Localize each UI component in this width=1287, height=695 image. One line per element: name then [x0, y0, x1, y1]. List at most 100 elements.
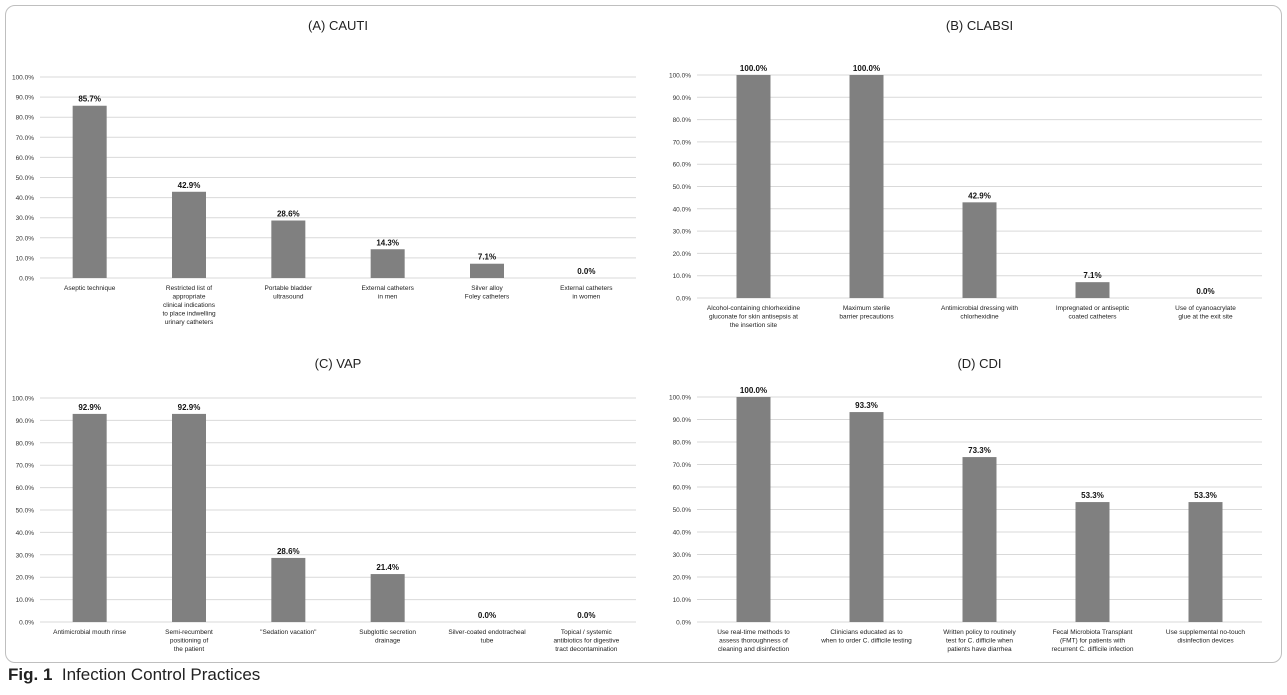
bar: [370, 574, 405, 622]
figure-caption: Fig. 1 Infection Control Practices: [8, 665, 260, 685]
x-category-label: Written policy to routinely test for C. d…: [943, 629, 1016, 653]
y-tick-label: 30.0%: [673, 552, 692, 559]
bar: [172, 413, 206, 622]
x-category-label: Clinicians educated as to when to order C…: [820, 629, 912, 645]
figure-caption-text: Infection Control Practices: [61, 665, 261, 684]
data-label: 42.9%: [178, 181, 201, 190]
data-label: 53.3%: [1081, 491, 1104, 500]
data-label: 53.3%: [1194, 491, 1217, 500]
y-tick-label: 10.0%: [673, 273, 692, 280]
bar: [849, 75, 884, 298]
y-tick-label: 90.0%: [673, 95, 692, 102]
figure-frame: [5, 5, 1282, 663]
y-tick-label: 20.0%: [673, 575, 692, 582]
data-label: 0.0%: [577, 611, 595, 620]
bar: [72, 105, 107, 278]
bar: [271, 557, 306, 622]
y-tick-label: 90.0%: [16, 95, 35, 102]
bar: [172, 191, 206, 278]
x-category-label: Silver alloy Foley catheters: [465, 285, 510, 301]
bar: [370, 249, 405, 278]
x-category-label: "Sedation vacation": [260, 629, 317, 636]
y-tick-label: 20.0%: [16, 235, 35, 242]
y-tick-label: 60.0%: [16, 155, 35, 162]
data-label: 21.4%: [376, 563, 399, 572]
x-category-label: Antimicrobial dressing with chlorhexidine: [941, 305, 1018, 321]
data-label: 42.9%: [968, 191, 991, 200]
y-tick-label: 40.0%: [16, 530, 35, 537]
data-label: 100.0%: [740, 64, 767, 73]
bar: [72, 413, 107, 622]
chart-title: (C) VAP: [315, 356, 362, 371]
data-label: 0.0%: [577, 267, 595, 276]
data-label: 85.7%: [78, 95, 101, 104]
x-category-label: Fecal Microbiota Transplant (FMT) for pat…: [1052, 629, 1134, 653]
y-tick-label: 40.0%: [16, 195, 35, 202]
y-tick-label: 50.0%: [16, 508, 35, 515]
y-tick-label: 40.0%: [673, 530, 692, 537]
bar: [1188, 502, 1223, 622]
y-tick-label: 70.0%: [673, 462, 692, 469]
x-category-label: Alcohol-containing chlorhexidine gluconat…: [707, 305, 801, 329]
data-label: 92.9%: [78, 403, 101, 412]
chart-panel-vap: (C) VAP 0.0% 10.0% 20.0% 30.0% 40.0% 50.0% 60.0…: [12, 356, 636, 653]
y-tick-label: 20.0%: [16, 575, 35, 582]
x-category-label: Portable bladder ultrasound: [264, 285, 313, 301]
y-tick-label: 70.0%: [673, 139, 692, 146]
chart-title: (D) CDI: [957, 356, 1001, 371]
y-tick-label: 70.0%: [16, 463, 35, 470]
y-tick-label: 10.0%: [16, 597, 35, 604]
data-label: 73.3%: [968, 446, 991, 455]
figure-caption-label: Fig. 1: [8, 665, 53, 684]
chart-panel-cdi: (D) CDI 0.0% 10.0% 20.0% 30.0% 40.0% 50.0% 60.0…: [669, 356, 1262, 653]
data-label: 100.0%: [853, 64, 880, 73]
y-tick-label: 100.0%: [669, 395, 691, 402]
data-label: 100.0%: [740, 386, 767, 395]
x-category-label: Semi-recumbent positioning of the patient: [165, 629, 213, 653]
bar: [962, 457, 997, 622]
y-tick-label: 0.0%: [19, 276, 34, 283]
data-label: 7.1%: [1083, 271, 1101, 280]
y-tick-label: 30.0%: [16, 552, 35, 559]
bar: [849, 412, 884, 622]
y-tick-label: 90.0%: [16, 418, 35, 425]
y-tick-label: 80.0%: [16, 115, 35, 122]
y-tick-label: 50.0%: [673, 184, 692, 191]
y-tick-label: 60.0%: [673, 485, 692, 492]
y-tick-label: 40.0%: [673, 206, 692, 213]
data-label: 28.6%: [277, 547, 300, 556]
y-tick-label: 50.0%: [16, 175, 35, 182]
chart-panel-clabsi: (B) CLABSI 0.0% 10.0% 20.0% 30.0% 40.0% 50.0% 6…: [669, 18, 1262, 329]
data-label: 93.3%: [855, 401, 878, 410]
x-category-label: Use supplemental no-touch disinfection de…: [1166, 629, 1246, 645]
y-tick-label: 70.0%: [16, 135, 35, 142]
y-tick-label: 30.0%: [16, 215, 35, 222]
y-tick-label: 100.0%: [669, 73, 691, 80]
x-category-label: Subglottic secretion drainage: [359, 629, 416, 645]
y-tick-label: 100.0%: [12, 396, 34, 403]
y-tick-label: 10.0%: [16, 255, 35, 262]
y-tick-label: 100.0%: [12, 75, 34, 82]
data-label: 28.6%: [277, 210, 300, 219]
bar: [1075, 282, 1110, 298]
x-category-label: Antimicrobial mouth rinse: [53, 629, 126, 636]
x-category-label: External catheters in men: [361, 285, 414, 301]
bar: [962, 202, 997, 298]
data-label: 14.3%: [376, 238, 399, 247]
y-tick-label: 0.0%: [676, 296, 691, 303]
y-tick-label: 50.0%: [673, 507, 692, 514]
x-category-label: Topical / systemic antibiotics for digest…: [553, 629, 619, 653]
x-category-label: Silver-coated endotracheal tube: [448, 629, 526, 645]
x-category-label: Impregnated or antiseptic coated catheter…: [1056, 305, 1130, 321]
bar: [470, 263, 504, 278]
data-label: 0.0%: [1196, 287, 1214, 296]
y-tick-label: 80.0%: [16, 440, 35, 447]
y-tick-label: 0.0%: [676, 620, 691, 627]
bar: [1075, 502, 1110, 622]
y-tick-label: 0.0%: [19, 620, 34, 627]
data-label: 92.9%: [178, 403, 201, 412]
y-tick-label: 80.0%: [673, 440, 692, 447]
y-tick-label: 20.0%: [673, 251, 692, 258]
x-category-label: Use of cyanoacrylate glue at the exit sit…: [1175, 305, 1236, 321]
data-label: 7.1%: [478, 253, 496, 262]
